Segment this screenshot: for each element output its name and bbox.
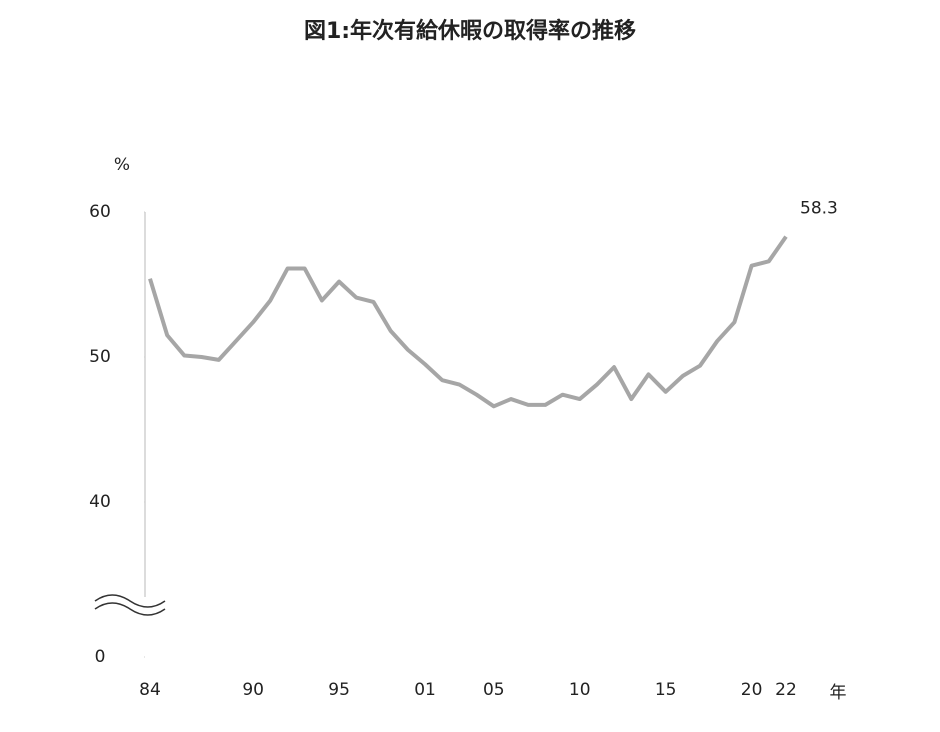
chart-title: 図1:年次有給休暇の取得率の推移 <box>304 18 636 44</box>
x-axis-label: 年 <box>830 683 847 703</box>
y-tick-label: 50 <box>89 347 111 367</box>
x-tick-label: 20 <box>741 680 763 700</box>
x-tick-label: 95 <box>328 680 350 700</box>
x-tick-label: 01 <box>414 680 436 700</box>
line <box>148 235 788 409</box>
x-tick-label: 05 <box>483 680 505 700</box>
x-tick-label: 90 <box>242 680 264 700</box>
y-axis-label: % <box>114 155 130 175</box>
y-tick-label: 40 <box>89 492 111 512</box>
x-tick-label: 10 <box>569 680 591 700</box>
x-tick-label: 22 <box>775 680 797 700</box>
axis-break <box>94 594 166 608</box>
data-label: 58.3 <box>800 199 838 219</box>
y-tick-label: 0 <box>95 647 106 667</box>
x-tick-label: 15 <box>655 680 677 700</box>
axis-break <box>94 602 166 616</box>
x-tick-label: 84 <box>139 680 161 700</box>
y-tick-label: 60 <box>89 202 111 222</box>
